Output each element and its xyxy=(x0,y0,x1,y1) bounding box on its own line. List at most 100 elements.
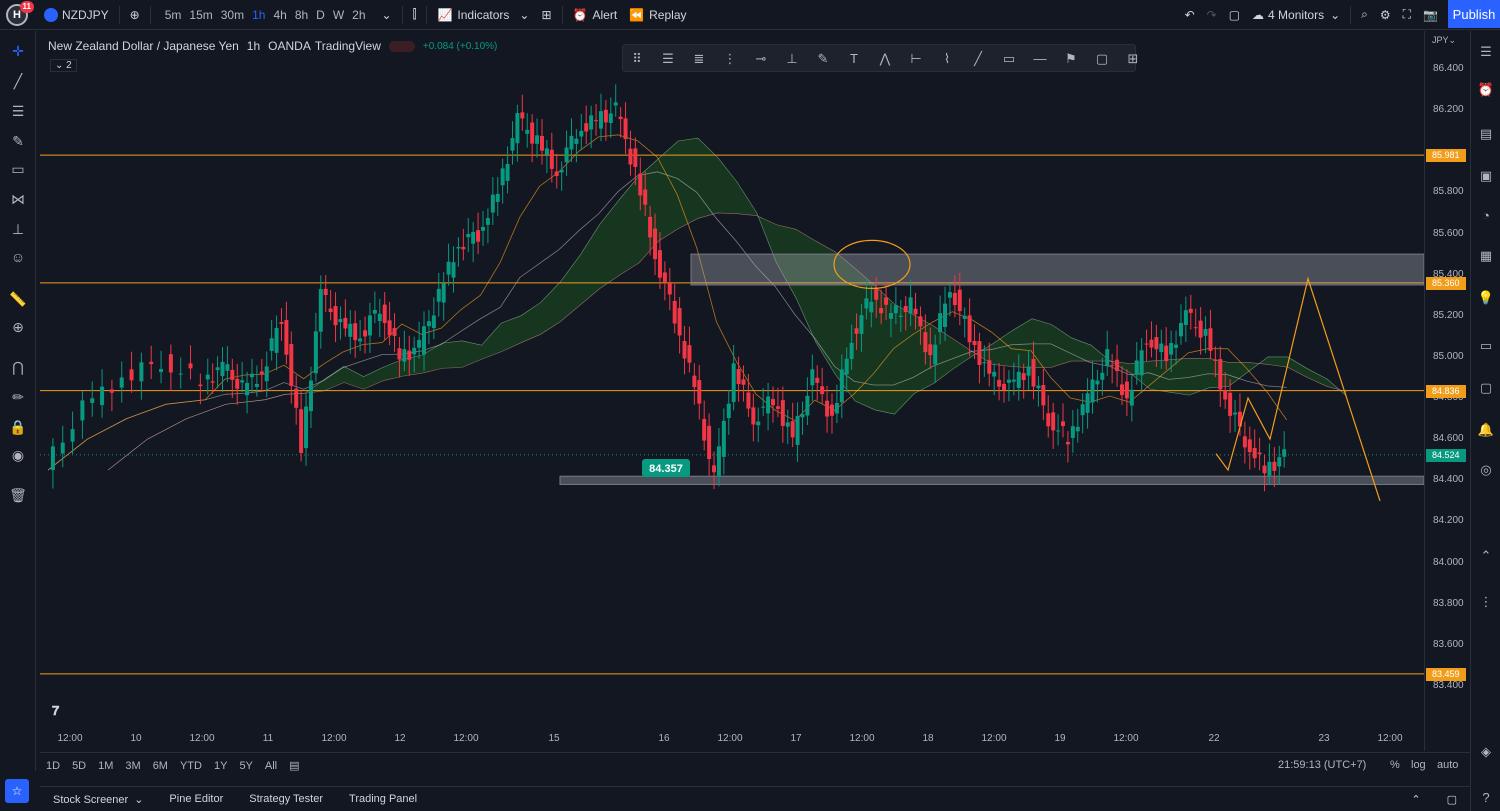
draw-tool-vertical-line[interactable]: ⊥ xyxy=(782,49,802,69)
draw-tool-measure[interactable]: ⊢ xyxy=(906,49,926,69)
range-6m[interactable]: 6M xyxy=(152,759,168,772)
hide-drawings-tool[interactable]: ◉ xyxy=(8,445,28,465)
annotation-tool[interactable]: ▭ xyxy=(8,159,28,179)
layout-select-button[interactable]: ▢ xyxy=(1223,0,1246,30)
draw-tool-channel[interactable]: ≣ xyxy=(689,49,709,69)
time-axis[interactable]: 12:00 10 12:00 11 12:00 12 12:00 15 16 12:00 17 12:… xyxy=(40,728,1424,750)
tab-trading-panel[interactable]: Trading Panel xyxy=(349,793,418,805)
projection-zigzag-drawing[interactable] xyxy=(1215,276,1381,502)
draw-tool-brush[interactable]: ⌇ xyxy=(937,49,957,69)
brush-tool[interactable]: ✎ xyxy=(8,131,28,151)
templates-button[interactable]: ⊞ xyxy=(535,0,557,30)
calendar-button[interactable]: ◔ xyxy=(1477,207,1495,225)
stay-drawing-tool[interactable]: ✏ xyxy=(8,387,28,407)
demand-zone-rectangle[interactable] xyxy=(559,475,1424,485)
range-3m[interactable]: 3M xyxy=(125,759,141,772)
range-1m[interactable]: 1M xyxy=(98,759,114,772)
watchlist-button[interactable]: ☰ xyxy=(1477,43,1495,61)
supply-zone-rectangle[interactable] xyxy=(690,253,1424,286)
timeframe-15m[interactable]: 15m xyxy=(189,7,213,22)
notifications-fab[interactable]: ☆ xyxy=(5,779,29,803)
snapshot-button[interactable]: 📷 xyxy=(1417,0,1444,30)
lock-drawings-tool[interactable]: 🔒 xyxy=(8,417,28,437)
auto-scale-toggle[interactable]: auto xyxy=(1437,759,1459,771)
settings-button[interactable]: ⚙ xyxy=(1374,0,1397,30)
draw-tool-text[interactable]: T xyxy=(844,49,864,69)
range-1d[interactable]: 1D xyxy=(46,759,61,772)
prediction-tool[interactable]: ⊥ xyxy=(8,219,28,239)
dom-button[interactable]: ⋮ xyxy=(1477,593,1495,611)
fib-tool[interactable]: ☰ xyxy=(8,101,28,121)
ideas-button[interactable]: ▦ xyxy=(1477,247,1495,265)
timeframe-D[interactable]: D xyxy=(316,7,325,22)
draw-tool-horizontal-line[interactable]: — xyxy=(1030,49,1050,69)
remove-drawings-tool[interactable]: 🗑 xyxy=(8,485,28,505)
timeframe-2h[interactable]: 2h xyxy=(352,7,366,22)
indicators-button[interactable]: 📈 Indicators ⌄ xyxy=(431,0,535,30)
pattern-tool[interactable]: ⋈ xyxy=(8,189,28,209)
emoji-tool[interactable]: ☺ xyxy=(8,247,28,267)
draw-tool-ray[interactable]: ╱ xyxy=(968,49,988,69)
tab-pine-editor[interactable]: Pine Editor xyxy=(169,793,224,805)
draw-tool-parallel[interactable]: ⋮ xyxy=(720,49,740,69)
tab-stock-screener[interactable]: Stock Screener ⌄ xyxy=(53,793,144,806)
draw-tool-horizontal-ray[interactable]: ⊸ xyxy=(751,49,771,69)
price-chart[interactable]: 84.357 𝟕 xyxy=(40,31,1424,751)
notifications-button[interactable]: 🔔 xyxy=(1477,421,1495,439)
fullscreen-button[interactable]: ⛶ xyxy=(1397,0,1417,30)
undo-button[interactable]: ↶ xyxy=(1179,0,1201,30)
help-button[interactable]: ? xyxy=(1477,789,1495,807)
symbol-search-button[interactable]: NZDJPY xyxy=(38,0,115,30)
timeframe-8h[interactable]: 8h xyxy=(294,7,309,22)
layout-name-button[interactable]: ☁ 4 Monitors ⌄ xyxy=(1246,0,1346,30)
timeframe-W[interactable]: W xyxy=(332,7,345,22)
tab-strategy-tester[interactable]: Strategy Tester xyxy=(249,793,324,805)
chart-pane[interactable]: 84.357 𝟕 xyxy=(40,31,1424,751)
alerts-panel-button[interactable]: ⏰ xyxy=(1477,81,1495,99)
range-ytd[interactable]: YTD xyxy=(179,759,202,772)
alert-button[interactable]: ⏰ Alert xyxy=(567,0,624,30)
replay-button[interactable]: ⏪ Replay xyxy=(623,0,692,30)
user-avatar[interactable]: H 11 xyxy=(6,0,34,26)
trend-line-tool[interactable]: ╱ xyxy=(8,71,28,91)
news-button[interactable]: ▤ xyxy=(1477,125,1495,143)
range-1y[interactable]: 1Y xyxy=(213,759,228,772)
currency-selector[interactable]: JPY⌄ xyxy=(1432,35,1456,46)
range-5y[interactable]: 5Y xyxy=(239,759,253,772)
draw-tool-drag-handle[interactable]: ⠿ xyxy=(627,49,647,69)
indicator-count-toggle[interactable]: ⌄ 2 xyxy=(50,59,77,72)
timeframe-1h[interactable]: 1h xyxy=(252,7,266,22)
percent-scale-toggle[interactable]: % xyxy=(1390,759,1400,771)
crosshair-tool[interactable]: ✛ xyxy=(8,41,28,61)
timeframe-30m[interactable]: 30m xyxy=(220,7,245,22)
zoom-tool[interactable]: ⊕ xyxy=(8,317,28,337)
market-status-pill[interactable] xyxy=(388,40,415,52)
goto-date-button[interactable]: ▤ xyxy=(283,759,305,772)
price-axis[interactable]: 86.400 86.200 85.800 85.600 85.400 85.200 85.0… xyxy=(1424,31,1470,751)
timeframe-5m[interactable]: 5m xyxy=(164,7,182,22)
draw-tool-rectangle[interactable]: ▢ xyxy=(1092,49,1112,69)
streams-button[interactable]: ▭ xyxy=(1477,337,1495,355)
range-5d[interactable]: 5D xyxy=(72,759,87,772)
draw-tool-fullscreen[interactable]: ⊞ xyxy=(1123,49,1143,69)
timeframe-dropdown-button[interactable]: ⌄ xyxy=(376,0,398,30)
draw-tool-flag[interactable]: ⚑ xyxy=(1061,49,1081,69)
messages-button[interactable]: ▢ xyxy=(1477,379,1495,397)
chat-button[interactable]: ▣ xyxy=(1477,167,1495,185)
timeframe-4h[interactable]: 4h xyxy=(273,7,287,22)
ruler-tool[interactable]: 📏 xyxy=(8,289,28,309)
log-scale-toggle[interactable]: log xyxy=(1411,759,1426,771)
circle-annotation[interactable] xyxy=(833,239,911,289)
hotlist-button[interactable]: 💡 xyxy=(1477,289,1495,307)
live-button[interactable]: ◎ xyxy=(1477,461,1495,479)
chart-type-button[interactable]: ⫿ xyxy=(407,0,423,30)
magnet-tool[interactable]: ⋂ xyxy=(8,357,28,377)
draw-tool-trend-line[interactable]: ☰ xyxy=(658,49,678,69)
pine-button[interactable]: ⌃ xyxy=(1477,547,1495,565)
draw-tool-path[interactable]: ⋀ xyxy=(875,49,895,69)
range-all[interactable]: All xyxy=(264,759,278,772)
compare-symbol-button[interactable]: ⊕ xyxy=(124,0,146,30)
collapse-panel-button[interactable]: ⌃ xyxy=(1398,793,1433,806)
redo-button[interactable]: ↷ xyxy=(1201,0,1223,30)
draw-tool-pencil[interactable]: ✎ xyxy=(813,49,833,69)
